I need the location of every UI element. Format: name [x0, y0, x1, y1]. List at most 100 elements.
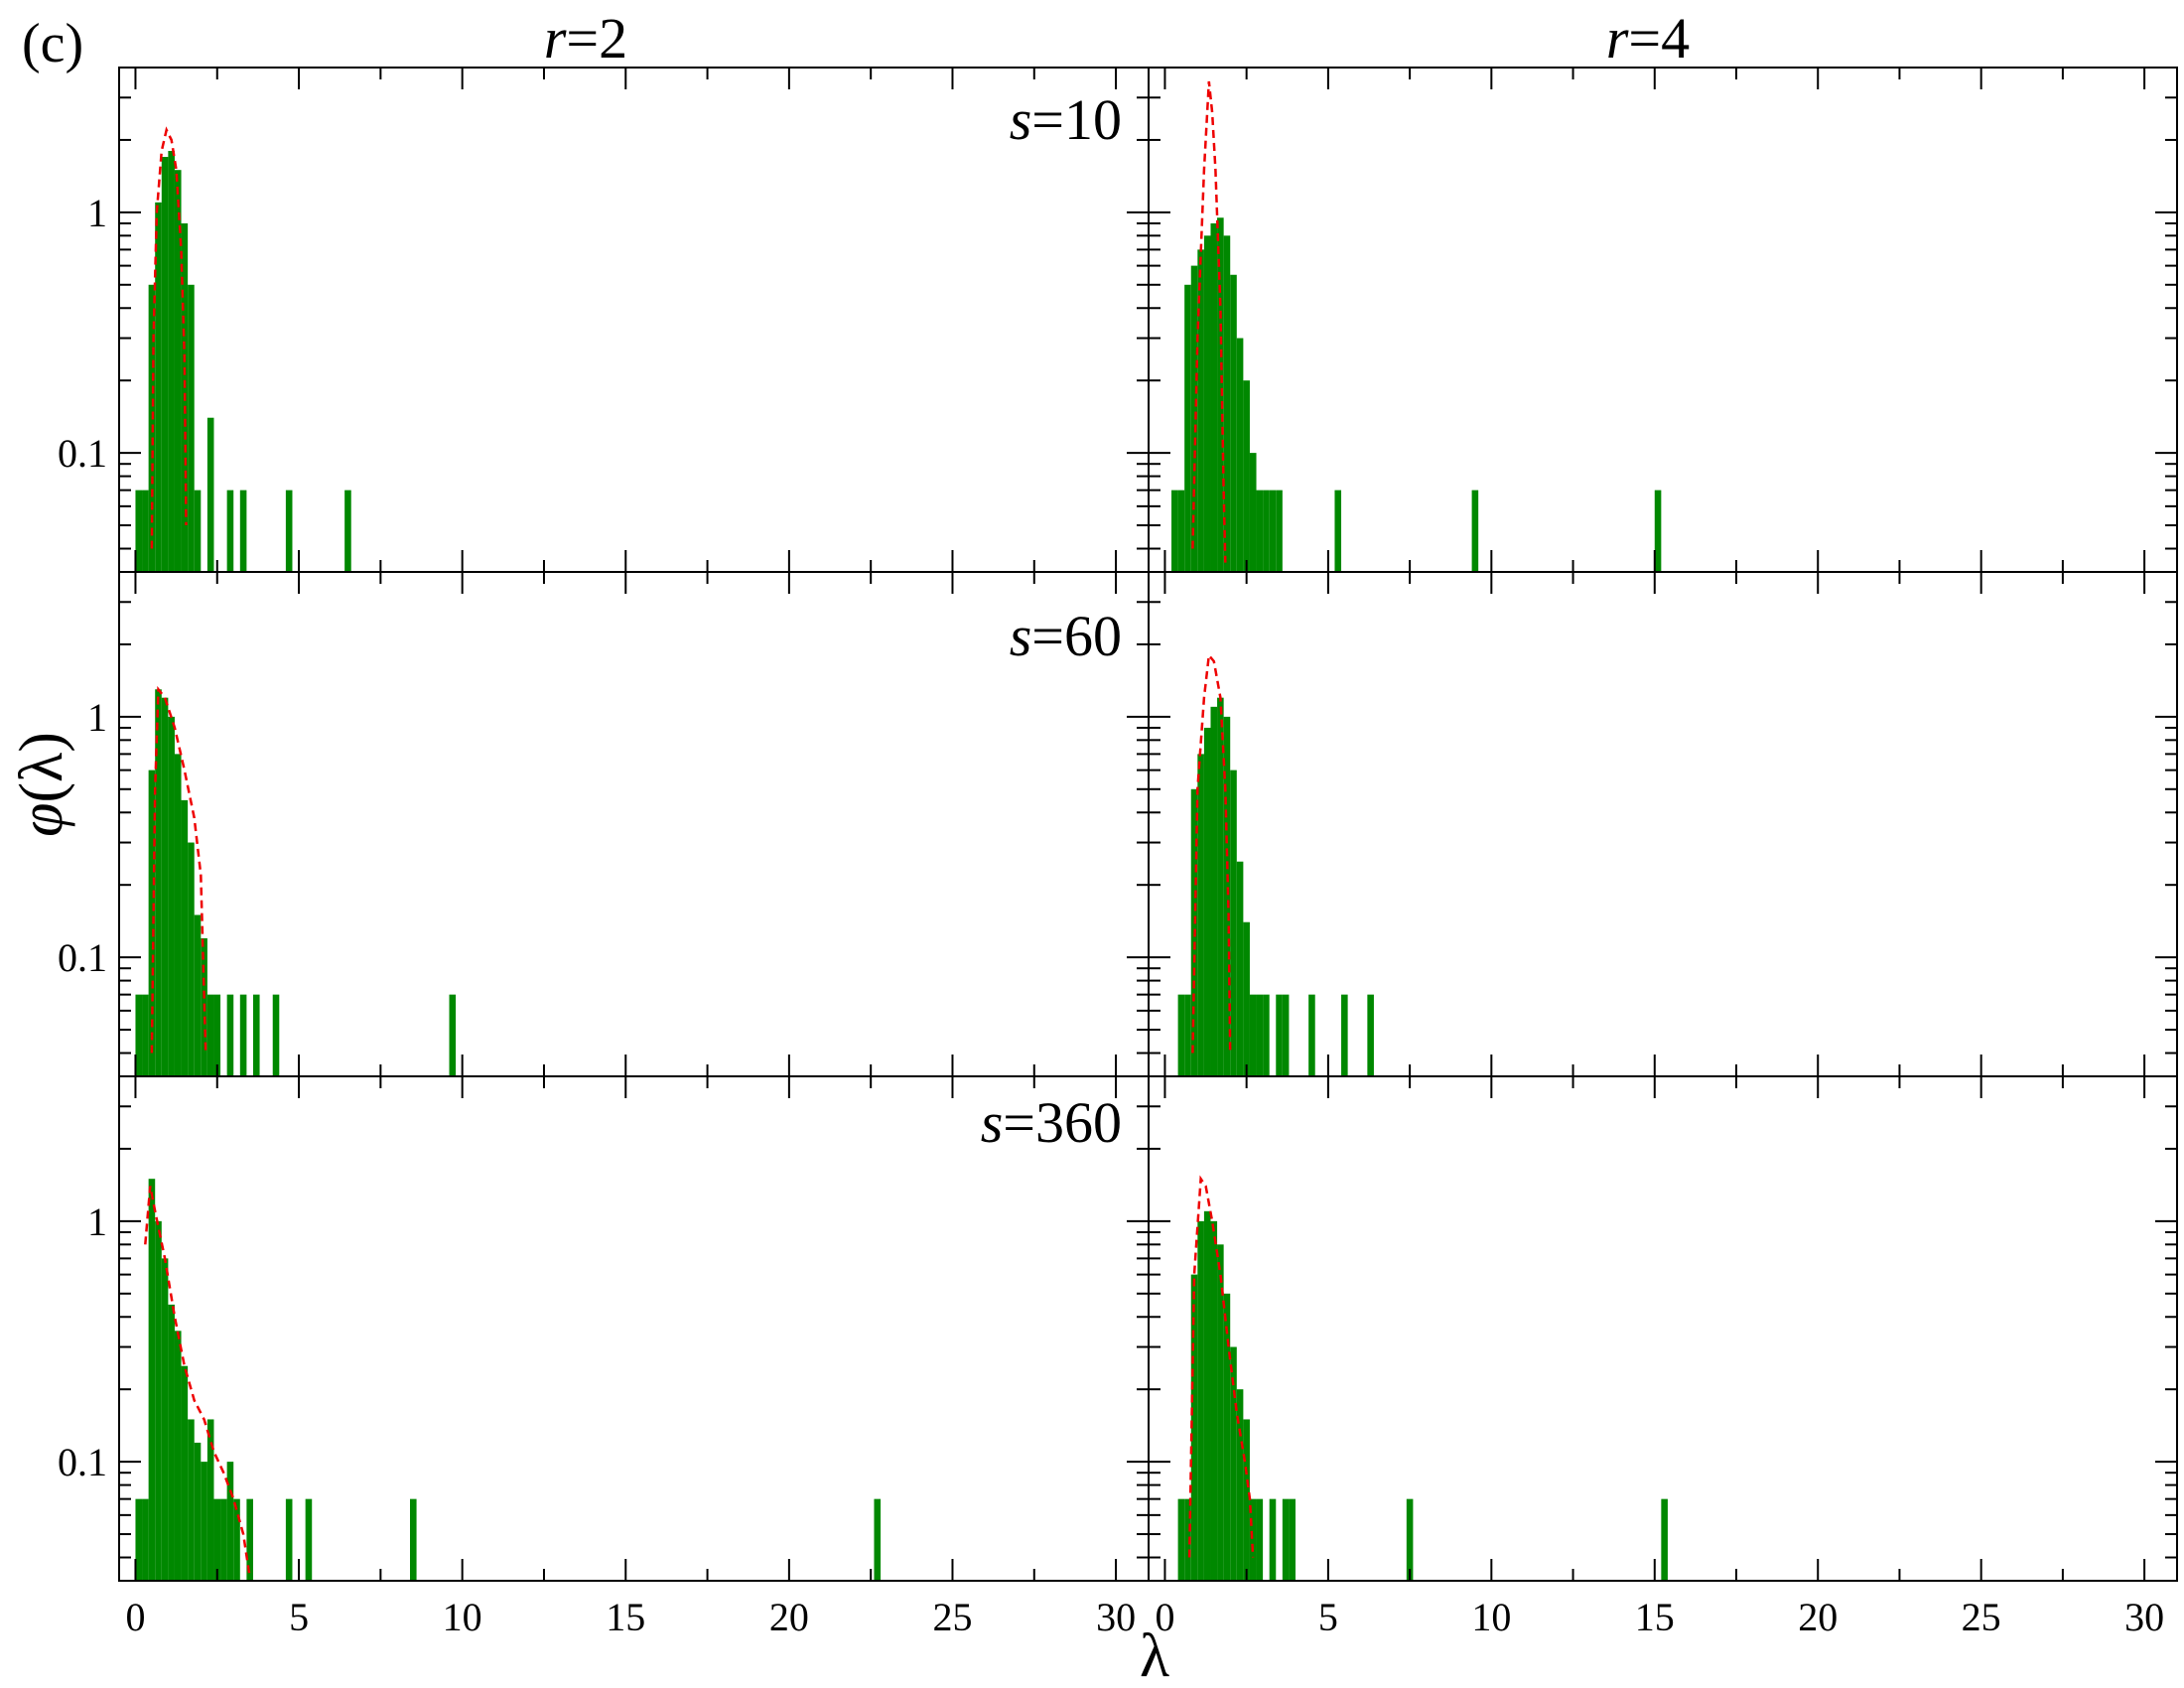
histogram-bar	[1217, 697, 1224, 1076]
histogram-bar	[1177, 994, 1185, 1076]
histogram-bar	[1256, 490, 1264, 572]
theory-curve	[150, 126, 188, 549]
histogram-bar	[1289, 1498, 1296, 1581]
histogram-bar	[1210, 222, 1218, 572]
y-tick-label: 1	[87, 1199, 107, 1244]
histogram-bar	[1282, 1498, 1290, 1581]
histogram-bar	[142, 1498, 149, 1581]
histogram-bar	[168, 151, 175, 572]
histogram-bar	[1223, 235, 1231, 572]
column-title-left-var: r	[544, 6, 567, 70]
row-label-s360: s=360	[981, 1090, 1122, 1155]
x-tick-label: 0	[125, 1595, 145, 1639]
x-tick-label: 15	[606, 1595, 645, 1639]
histogram-bar	[161, 1258, 169, 1581]
panel	[1148, 571, 2178, 1077]
panel-frame	[118, 67, 1150, 573]
histogram-bar	[206, 1419, 214, 1581]
theory-curve	[1187, 1175, 1255, 1558]
histogram-bar	[252, 994, 260, 1076]
histogram-bar	[181, 799, 189, 1076]
histogram-bar	[1171, 490, 1178, 572]
panel-frame	[1148, 1075, 2178, 1582]
column-title-right-rest: =4	[1628, 6, 1690, 70]
theory-curve	[150, 685, 207, 1054]
histogram-bar	[1217, 217, 1224, 572]
panel: 0 5 10 15 20 25 30	[1148, 1075, 2178, 1639]
column-title-left: r=2	[544, 6, 627, 70]
histogram-bar	[1249, 1498, 1257, 1581]
histogram-bar	[174, 754, 182, 1076]
row-label-s360-rest: =360	[1003, 1090, 1122, 1155]
x-tick-label: 25	[1962, 1595, 2001, 1639]
histogram-bar	[1256, 994, 1264, 1076]
histogram-bar	[226, 490, 234, 572]
histogram-bar	[1256, 1498, 1264, 1581]
x-tick-label: 25	[932, 1595, 972, 1639]
histogram-bar	[305, 1498, 313, 1581]
x-tick-label: 5	[1318, 1595, 1338, 1639]
histogram-bar	[188, 284, 195, 572]
histogram-bar	[1190, 1274, 1198, 1581]
histogram-bar	[161, 697, 169, 1076]
histogram-bar	[1236, 861, 1244, 1076]
histogram-bar	[1249, 453, 1257, 572]
histogram-bar	[213, 1498, 221, 1581]
histogram-bar	[1367, 994, 1374, 1076]
column-title-right-var: r	[1606, 6, 1629, 70]
histogram-bar	[155, 689, 162, 1076]
column-title-right: r=4	[1606, 6, 1690, 70]
x-axis-title: λ	[1140, 1622, 1169, 1688]
x-tick-label: 10	[1471, 1595, 1511, 1639]
histogram-bar	[1243, 380, 1250, 572]
histogram-bar	[206, 994, 214, 1076]
histogram-bar	[1197, 249, 1204, 572]
column-title-left-rest: =2	[566, 6, 627, 70]
histogram-bar	[1203, 235, 1211, 572]
histogram-bar	[148, 1179, 156, 1581]
histogram-bar	[1341, 994, 1348, 1076]
histogram-bar	[1230, 274, 1237, 572]
panel: 0.11	[58, 67, 1150, 573]
panel	[1148, 67, 2178, 573]
histogram-bar	[135, 994, 143, 1076]
histogram-bar	[142, 490, 149, 572]
histogram-bar	[201, 1462, 207, 1581]
y-tick-label: 0.1	[58, 1440, 107, 1484]
histogram-bar	[135, 490, 143, 572]
y-tick-label: 1	[87, 191, 107, 235]
plot-area	[135, 126, 351, 572]
histogram-bar	[1269, 490, 1277, 572]
x-tick-label: 30	[1096, 1595, 1136, 1639]
histogram-bar	[1217, 1244, 1224, 1581]
histogram-bar	[1236, 1389, 1244, 1581]
x-tick-label: 20	[1798, 1595, 1838, 1639]
panel-frame	[1148, 571, 2178, 1077]
histogram-bar	[220, 1498, 227, 1581]
histogram-bar	[174, 1331, 182, 1581]
histogram-bar	[874, 1498, 882, 1581]
row-label-s10: s=10	[1010, 87, 1122, 152]
histogram-bar	[194, 914, 202, 1076]
x-tick-label: 30	[2124, 1595, 2164, 1639]
y-tick-label: 0.1	[58, 935, 107, 980]
panels-layer: 0.110.110.110 5 10 15 20 25 30 0 5 10 15 20 25 30	[58, 67, 2178, 1639]
y-axis-title: φ(λ)	[8, 732, 75, 837]
theory-curve	[1191, 80, 1227, 563]
histogram-bar	[233, 1498, 240, 1581]
histogram-bar	[1190, 265, 1198, 572]
histogram-bar	[1203, 1210, 1211, 1581]
x-tick-label: 5	[289, 1595, 309, 1639]
histogram-bar	[1223, 716, 1231, 1076]
row-label-s60-var: s	[1010, 604, 1032, 668]
panel: 0.11	[58, 571, 1150, 1077]
histogram-bar	[1210, 1220, 1218, 1581]
x-tick-label: 15	[1635, 1595, 1675, 1639]
histogram-bar	[1243, 1419, 1250, 1581]
histogram-bar	[1263, 490, 1270, 572]
histogram-bar	[1243, 921, 1250, 1076]
histogram-bar	[285, 490, 293, 572]
histogram-bar	[194, 490, 202, 572]
histogram-bar	[168, 716, 175, 1076]
histogram-bar	[226, 1462, 234, 1581]
